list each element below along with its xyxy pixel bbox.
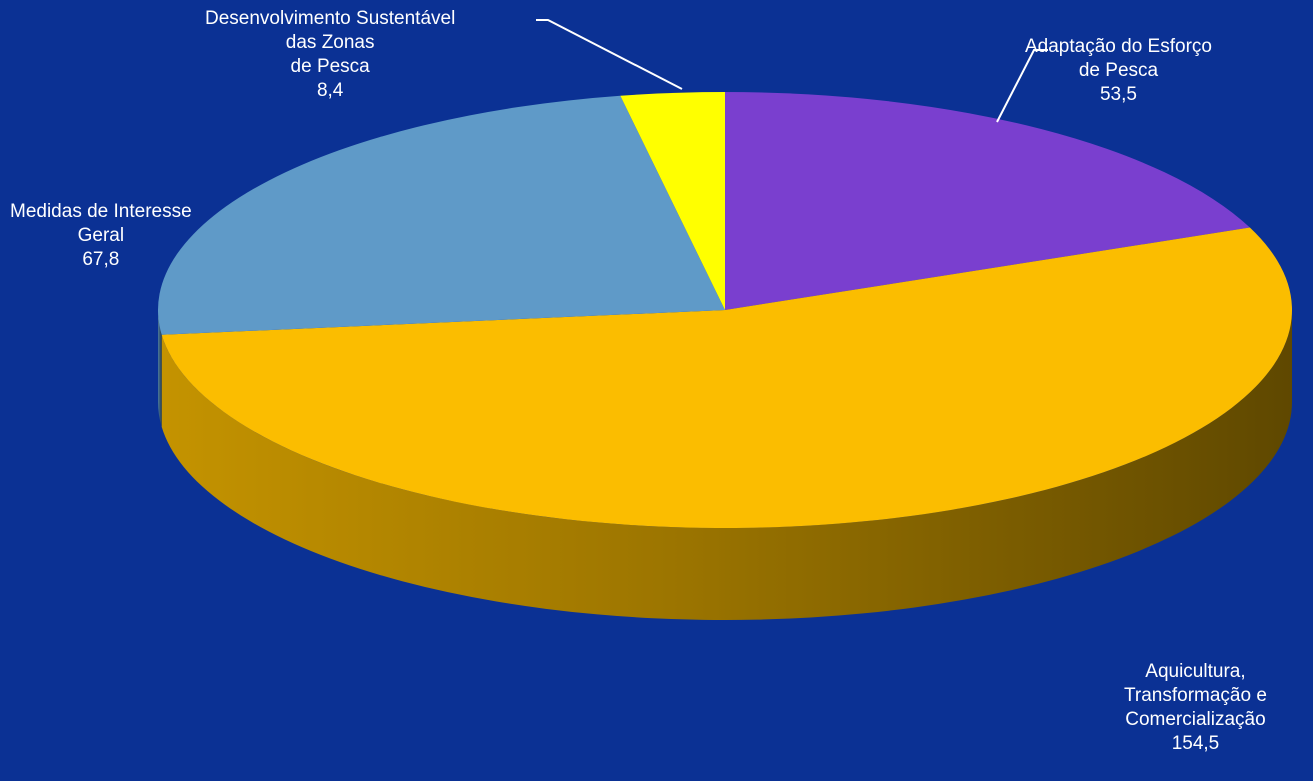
label-aquicultura-line: Aquicultura, [1145, 661, 1246, 682]
label-aquicultura-line: Transformação e [1124, 685, 1267, 706]
label-medidas-line: Medidas de Interesse [10, 201, 192, 222]
pie-slice-side [161, 310, 1292, 620]
pie-slice [725, 92, 1250, 310]
pie-slice-side [158, 310, 162, 427]
pie-slice [158, 95, 725, 335]
label-desenvolvimento-line: Desenvolvimento Sustentável [205, 8, 456, 29]
label-adaptacao: Adaptação do Esforço de Pesca 53,5 [1025, 35, 1212, 107]
label-aquicultura-line: Comercialização [1125, 709, 1266, 730]
label-desenvolvimento-line: de Pesca [290, 56, 370, 77]
label-aquicultura: Aquicultura, Transformação e Comercializ… [1124, 660, 1267, 756]
label-medidas-value: 67,8 [82, 249, 120, 270]
pie-slice [161, 227, 1293, 529]
pie-slice [620, 92, 725, 310]
label-desenvolvimento: Desenvolvimento Sustentável das Zonas de… [205, 7, 455, 103]
label-aquicultura-value: 154,5 [1171, 733, 1220, 754]
label-adaptacao-value: 53,5 [1099, 84, 1137, 105]
leader-line-desenvolvimento [536, 19, 683, 90]
label-medidas: Medidas de Interesse Geral 67,8 [10, 200, 192, 272]
label-adaptacao-line: Adaptação do Esforço [1025, 36, 1212, 57]
label-adaptacao-line: de Pesca [1078, 60, 1159, 81]
label-medidas-line: Geral [77, 225, 125, 246]
label-desenvolvimento-value: 8,4 [316, 80, 344, 101]
leader-line-adaptacao [996, 49, 1048, 123]
label-desenvolvimento-line: das Zonas [285, 32, 375, 53]
